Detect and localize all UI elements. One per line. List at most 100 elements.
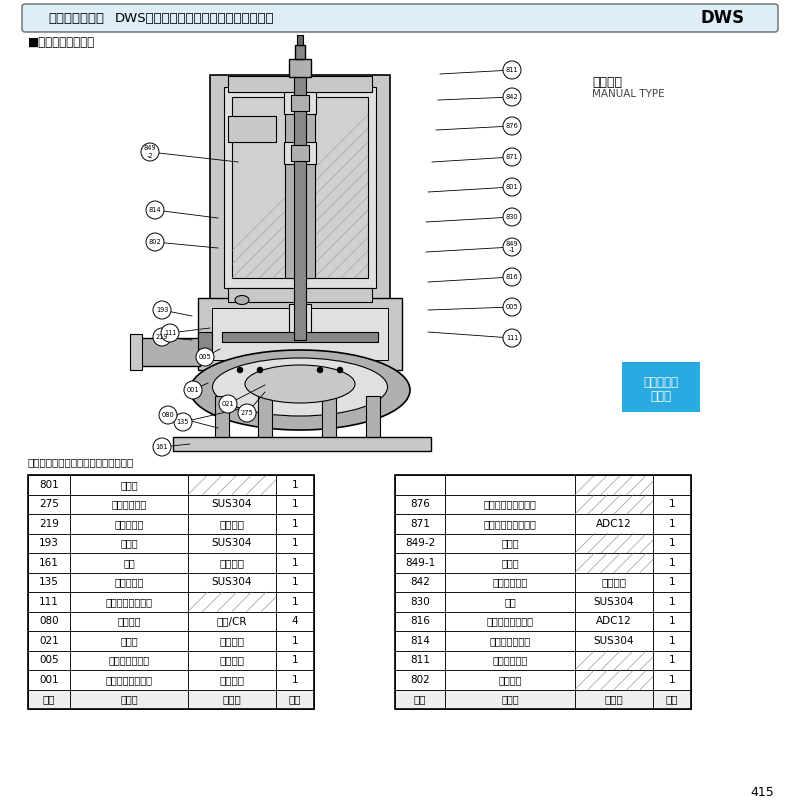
Text: 814: 814 xyxy=(410,636,430,646)
Bar xyxy=(445,514,575,534)
Bar xyxy=(395,514,445,534)
Bar xyxy=(28,592,70,611)
Circle shape xyxy=(153,438,171,456)
Bar xyxy=(276,631,314,650)
Bar xyxy=(575,592,653,611)
Text: 005: 005 xyxy=(39,655,59,666)
Bar xyxy=(575,494,653,514)
Circle shape xyxy=(153,328,171,346)
Bar xyxy=(276,475,314,494)
Bar xyxy=(322,396,336,438)
Text: 005: 005 xyxy=(198,354,211,360)
Text: 111: 111 xyxy=(506,335,518,341)
Bar xyxy=(575,553,653,573)
Text: 415: 415 xyxy=(750,786,774,798)
Bar xyxy=(653,650,691,670)
Bar xyxy=(395,690,445,709)
FancyBboxPatch shape xyxy=(622,362,700,412)
Bar xyxy=(445,650,575,670)
Text: 005: 005 xyxy=(506,304,518,310)
Bar xyxy=(130,334,142,370)
Text: 1: 1 xyxy=(292,518,298,529)
Bar xyxy=(295,45,305,59)
Text: SUS304: SUS304 xyxy=(212,578,252,587)
Text: 1: 1 xyxy=(292,655,298,666)
Bar xyxy=(284,142,316,164)
Text: 193: 193 xyxy=(156,307,168,313)
Text: 個数: 個数 xyxy=(289,694,302,704)
Bar xyxy=(575,514,653,534)
Bar xyxy=(28,611,70,631)
Text: 219: 219 xyxy=(39,518,59,529)
Bar xyxy=(228,116,276,142)
Bar xyxy=(188,592,276,611)
Bar xyxy=(445,475,575,494)
Text: 1: 1 xyxy=(669,518,675,529)
Circle shape xyxy=(174,413,192,431)
Bar xyxy=(70,690,188,709)
Text: 1: 1 xyxy=(669,558,675,568)
Bar xyxy=(232,97,368,278)
Bar xyxy=(28,650,70,670)
Text: 111: 111 xyxy=(164,330,176,336)
Bar xyxy=(28,475,70,494)
Text: SUS304: SUS304 xyxy=(212,538,252,548)
Text: 負荷側ブラケット: 負荷側ブラケット xyxy=(486,616,534,626)
Bar xyxy=(276,670,314,690)
Bar xyxy=(70,534,188,553)
Ellipse shape xyxy=(190,350,410,430)
Bar xyxy=(228,288,372,302)
Bar xyxy=(653,670,691,690)
Text: 番号: 番号 xyxy=(414,694,426,704)
Text: 部品名: 部品名 xyxy=(120,694,138,704)
Bar xyxy=(276,494,314,514)
Text: 1: 1 xyxy=(669,578,675,587)
Text: 材　料: 材 料 xyxy=(605,694,623,704)
Text: 1: 1 xyxy=(292,499,298,510)
Bar xyxy=(222,332,378,342)
Text: 849-1: 849-1 xyxy=(405,558,435,568)
Circle shape xyxy=(146,233,164,251)
Text: 1: 1 xyxy=(669,597,675,606)
Bar xyxy=(445,573,575,592)
Bar xyxy=(575,631,653,650)
Text: 合成樹脂: 合成樹脂 xyxy=(602,578,626,587)
Text: 合成樹脂: 合成樹脂 xyxy=(219,674,245,685)
Text: 個数: 個数 xyxy=(666,694,678,704)
Text: 801: 801 xyxy=(506,184,518,190)
Text: ステータ: ステータ xyxy=(498,674,522,685)
Text: ポンプケーシング: ポンプケーシング xyxy=(106,674,153,685)
Text: 830: 830 xyxy=(410,597,430,606)
Bar xyxy=(445,690,575,709)
Bar xyxy=(395,592,445,611)
Bar xyxy=(289,304,311,336)
Circle shape xyxy=(159,406,177,424)
Text: 001: 001 xyxy=(39,674,59,685)
Circle shape xyxy=(337,367,343,373)
Circle shape xyxy=(317,367,323,373)
Ellipse shape xyxy=(245,365,355,403)
Bar xyxy=(188,573,276,592)
Bar xyxy=(395,475,445,494)
Bar xyxy=(276,514,314,534)
Text: 849-2: 849-2 xyxy=(405,538,435,548)
Bar xyxy=(70,631,188,650)
Text: 1: 1 xyxy=(669,616,675,626)
Text: 161: 161 xyxy=(156,444,168,450)
Text: 816: 816 xyxy=(506,274,518,280)
Bar xyxy=(445,553,575,573)
Circle shape xyxy=(503,178,521,196)
Text: ゴム/CR: ゴム/CR xyxy=(217,616,247,626)
Text: 主軸: 主軸 xyxy=(504,597,516,606)
Text: 部品名: 部品名 xyxy=(501,694,519,704)
Text: 玉軸受: 玉軸受 xyxy=(501,558,519,568)
Text: 275: 275 xyxy=(39,499,59,510)
Text: 849
-2: 849 -2 xyxy=(144,146,156,158)
Bar xyxy=(276,690,314,709)
Circle shape xyxy=(141,143,159,161)
Text: ロータ: ロータ xyxy=(120,480,138,490)
Bar xyxy=(138,338,200,366)
Text: 1: 1 xyxy=(669,538,675,548)
Text: 135: 135 xyxy=(177,419,190,425)
Text: 1: 1 xyxy=(669,499,675,510)
